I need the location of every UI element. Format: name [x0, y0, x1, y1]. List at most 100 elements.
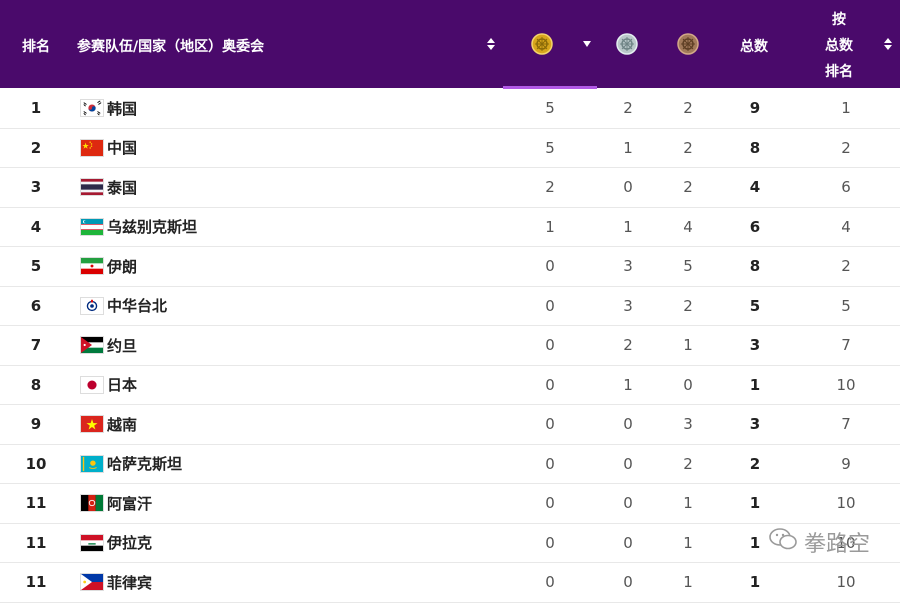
- table-row[interactable]: 1 韩国 5 2 2 9 1: [0, 89, 900, 129]
- table-row[interactable]: 9 越南 0 0 3 3 7: [0, 405, 900, 445]
- gold-count: 0: [545, 573, 555, 592]
- total-count: 1: [749, 573, 761, 592]
- country-name[interactable]: 哈萨克斯坦: [107, 455, 183, 474]
- silver-count: 1: [623, 217, 633, 236]
- table-row[interactable]: 3 泰国 2 0 2 4 6: [0, 168, 900, 208]
- rank-cell: 2: [30, 138, 42, 157]
- rank-by-total: 10: [836, 533, 856, 552]
- gold-count: 0: [545, 415, 555, 434]
- country-name[interactable]: 约旦: [107, 336, 138, 355]
- rank-by-total: 6: [841, 178, 851, 197]
- country-name[interactable]: 菲律宾: [107, 573, 153, 592]
- rank-by-total: 2: [841, 257, 851, 276]
- japan-flag-icon: [80, 375, 104, 394]
- rank-by-total: 10: [836, 375, 856, 394]
- gold-count: 0: [545, 454, 555, 473]
- country-name[interactable]: 中华台北: [107, 297, 168, 316]
- silver-count: 0: [623, 178, 633, 197]
- total-count: 5: [749, 296, 761, 315]
- table-row[interactable]: 7 约旦 0 2 1 3 7: [0, 326, 900, 366]
- gold-count: 0: [545, 533, 555, 552]
- table-row[interactable]: 4 乌兹别克斯坦 1 1 4 6 4: [0, 208, 900, 247]
- table-row[interactable]: 5 伊朗 0 3 5 8 2: [0, 247, 900, 287]
- rank-by-total: 2: [841, 138, 851, 157]
- country-name[interactable]: 日本: [107, 376, 138, 395]
- rank-cell: 11: [25, 494, 47, 513]
- silver-count: 0: [623, 415, 633, 434]
- rank-by-total: 7: [841, 336, 851, 355]
- rank-cell: 3: [30, 178, 42, 197]
- table-row[interactable]: 11 阿富汗 0 0 1 1 10: [0, 484, 900, 524]
- country-name[interactable]: 越南: [107, 415, 138, 434]
- total-header[interactable]: 总数: [740, 39, 768, 55]
- silver-count: 0: [623, 454, 633, 473]
- iran-flag-icon: [80, 257, 104, 276]
- country-name[interactable]: 伊拉克: [107, 534, 153, 553]
- rank-cell: 7: [30, 336, 42, 355]
- country-name[interactable]: 泰国: [107, 178, 138, 197]
- rank-by-total: 7: [841, 415, 851, 434]
- sort-icon[interactable]: [884, 38, 892, 50]
- silver-medal-icon[interactable]: [616, 31, 638, 57]
- gold-count: 0: [545, 375, 555, 394]
- country-name[interactable]: 伊朗: [107, 257, 138, 276]
- country-name[interactable]: 韩国: [107, 99, 138, 118]
- gold-medal-icon[interactable]: [531, 31, 553, 57]
- bronze-count: 2: [683, 296, 693, 315]
- vietnam-flag-icon: [80, 415, 104, 434]
- bronze-count: 4: [683, 217, 693, 236]
- total-count: 4: [749, 178, 761, 197]
- by-total-header-line3[interactable]: 排名: [825, 64, 853, 80]
- country-name[interactable]: 中国: [107, 139, 138, 158]
- rank-header[interactable]: 排名: [22, 39, 50, 55]
- chinese-taipei-flag-icon: [80, 296, 104, 315]
- iraq-flag-icon: [80, 533, 104, 552]
- korea-flag-icon: [80, 99, 104, 118]
- bronze-count: 1: [683, 336, 693, 355]
- table-row[interactable]: 11 菲律宾 0 0 1 1 10: [0, 563, 900, 603]
- table-header: 排名 参赛队伍/国家（地区）奥委会 总数 按 总数 排名: [0, 0, 900, 89]
- bronze-medal-icon[interactable]: [677, 31, 699, 57]
- bronze-count: 5: [683, 257, 693, 276]
- kazakhstan-flag-icon: [80, 454, 104, 473]
- bronze-count: 1: [683, 533, 693, 552]
- by-total-header-line1[interactable]: 按: [832, 12, 846, 28]
- rank-by-total: 4: [841, 217, 851, 236]
- thailand-flag-icon: [80, 178, 104, 197]
- by-total-header-line2[interactable]: 总数: [825, 38, 853, 54]
- table-row[interactable]: 8 日本 0 1 0 1 10: [0, 366, 900, 405]
- country-name[interactable]: 乌兹别克斯坦: [107, 218, 198, 237]
- gold-count: 2: [545, 178, 555, 197]
- table-row[interactable]: 2 中国 5 1 2 8 2: [0, 129, 900, 168]
- gold-count: 0: [545, 494, 555, 513]
- rank-by-total: 10: [836, 573, 856, 592]
- silver-count: 3: [623, 296, 633, 315]
- gold-count: 0: [545, 336, 555, 355]
- bronze-count: 2: [683, 99, 693, 118]
- team-header[interactable]: 参赛队伍/国家（地区）奥委会: [77, 39, 265, 55]
- total-count: 1: [749, 533, 761, 552]
- sort-icon[interactable]: [487, 38, 495, 50]
- rank-cell: 9: [30, 415, 42, 434]
- gold-count: 0: [545, 257, 555, 276]
- rank-cell: 11: [25, 533, 47, 552]
- table-row[interactable]: 10 哈萨克斯坦 0 0 2 2 9: [0, 445, 900, 484]
- bronze-count: 0: [683, 375, 693, 394]
- rank-cell: 1: [30, 99, 42, 118]
- sort-desc-icon[interactable]: [583, 40, 591, 52]
- rank-by-total: 5: [841, 296, 851, 315]
- uzbekistan-flag-icon: [80, 217, 104, 236]
- silver-count: 2: [623, 336, 633, 355]
- wechat-icon: [768, 526, 798, 558]
- table-row[interactable]: 11 伊拉克 0 0 1 1 10: [0, 524, 900, 563]
- active-sort-underline: [503, 86, 597, 89]
- total-count: 3: [749, 415, 761, 434]
- medal-table-body: 1 韩国 5 2 2 9 1 2 中国 5 1 2 8 2 3 泰国 2 0 2 4 6 4 乌兹别克斯坦 1 1 4 6 4 5 伊朗 0…: [0, 89, 900, 603]
- bronze-count: 1: [683, 573, 693, 592]
- total-count: 1: [749, 375, 761, 394]
- gold-count: 5: [545, 99, 555, 118]
- bronze-count: 3: [683, 415, 693, 434]
- table-row[interactable]: 6 中华台北 0 3 2 5 5: [0, 287, 900, 326]
- country-name[interactable]: 阿富汗: [107, 494, 153, 513]
- rank-cell: 5: [30, 257, 42, 276]
